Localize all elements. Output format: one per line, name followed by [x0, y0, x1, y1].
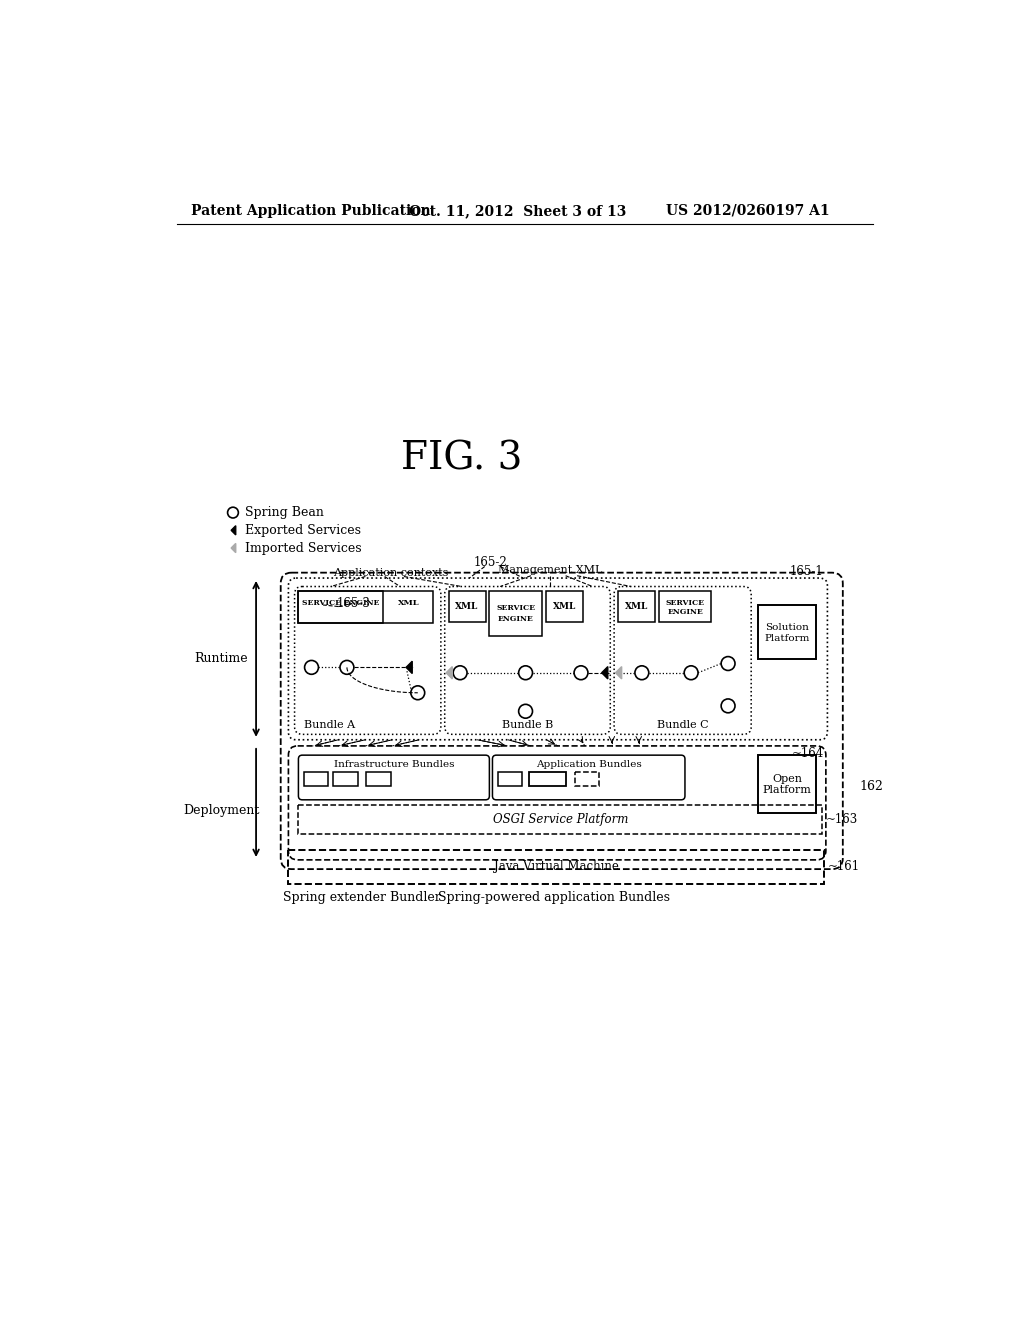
Bar — [574, 772, 599, 785]
Bar — [489, 591, 542, 636]
Text: Management XML: Management XML — [498, 565, 602, 576]
Text: Exported Services: Exported Services — [245, 524, 360, 537]
Text: SERVICE ENGINE: SERVICE ENGINE — [302, 599, 380, 607]
Bar — [289, 850, 823, 884]
Circle shape — [721, 656, 735, 671]
Bar — [658, 591, 711, 622]
Text: XML: XML — [397, 599, 420, 607]
Bar — [333, 772, 357, 785]
Bar — [449, 591, 485, 622]
Text: XML: XML — [625, 602, 648, 611]
Text: XML: XML — [456, 602, 479, 611]
Text: US 2012/0260197 A1: US 2012/0260197 A1 — [666, 203, 829, 218]
Bar — [498, 772, 522, 785]
Text: Application Bundles: Application Bundles — [536, 760, 642, 768]
Bar — [617, 591, 655, 622]
Circle shape — [454, 665, 467, 680]
Text: Bundle A: Bundle A — [304, 721, 355, 730]
Text: XML: XML — [553, 602, 577, 611]
Text: Imported Services: Imported Services — [245, 541, 361, 554]
Bar — [367, 772, 391, 785]
Polygon shape — [231, 525, 236, 535]
Text: ~164: ~164 — [792, 747, 823, 760]
Circle shape — [635, 665, 649, 680]
Text: FIG. 3: FIG. 3 — [401, 440, 522, 478]
Bar — [304, 772, 329, 785]
Polygon shape — [407, 661, 413, 673]
Bar — [758, 755, 816, 813]
Bar — [298, 805, 822, 834]
Text: Spring-powered application Bundles: Spring-powered application Bundles — [438, 891, 670, 904]
Text: 165-3: 165-3 — [337, 597, 371, 610]
Circle shape — [684, 665, 698, 680]
Circle shape — [518, 665, 532, 680]
Text: Oct. 11, 2012  Sheet 3 of 13: Oct. 11, 2012 Sheet 3 of 13 — [410, 203, 627, 218]
Bar — [298, 591, 383, 623]
Text: Deployment: Deployment — [183, 804, 260, 817]
Text: 165-1: 165-1 — [790, 565, 823, 578]
Text: Application contexts: Application contexts — [333, 568, 449, 578]
Text: Infrastructure Bundles: Infrastructure Bundles — [334, 760, 455, 768]
Text: SERVICE: SERVICE — [496, 605, 536, 612]
Bar — [298, 591, 433, 623]
Text: 162: 162 — [860, 780, 884, 792]
Circle shape — [574, 665, 588, 680]
Text: ~161: ~161 — [827, 861, 859, 874]
Bar — [758, 605, 816, 659]
Bar — [529, 772, 566, 785]
Text: Bundle B: Bundle B — [502, 721, 553, 730]
Text: ENGINE: ENGINE — [667, 609, 702, 616]
Polygon shape — [615, 667, 622, 678]
Circle shape — [227, 507, 239, 517]
Text: Platform: Platform — [764, 634, 810, 643]
Text: SERVICE: SERVICE — [666, 599, 705, 607]
Circle shape — [340, 660, 354, 675]
Polygon shape — [446, 667, 453, 678]
Text: Spring extender Bundler: Spring extender Bundler — [283, 891, 440, 904]
Circle shape — [518, 705, 532, 718]
Circle shape — [304, 660, 318, 675]
Text: ~163: ~163 — [826, 813, 858, 826]
Text: Platform: Platform — [763, 785, 811, 795]
Text: Open: Open — [772, 775, 802, 784]
Text: Java Virtual Machine: Java Virtual Machine — [494, 861, 618, 874]
Text: Spring Bean: Spring Bean — [245, 506, 324, 519]
Text: ENGINE: ENGINE — [498, 615, 534, 623]
Text: Patent Application Publication: Patent Application Publication — [190, 203, 430, 218]
Text: Runtime: Runtime — [195, 652, 248, 665]
Text: Solution: Solution — [765, 623, 809, 632]
Text: OSGI Service Platform: OSGI Service Platform — [493, 813, 628, 826]
Text: Bundle C: Bundle C — [656, 721, 709, 730]
Circle shape — [721, 700, 735, 713]
Bar — [547, 591, 584, 622]
Circle shape — [411, 686, 425, 700]
Polygon shape — [231, 544, 236, 553]
Text: 165-2: 165-2 — [474, 556, 508, 569]
Polygon shape — [602, 667, 608, 678]
